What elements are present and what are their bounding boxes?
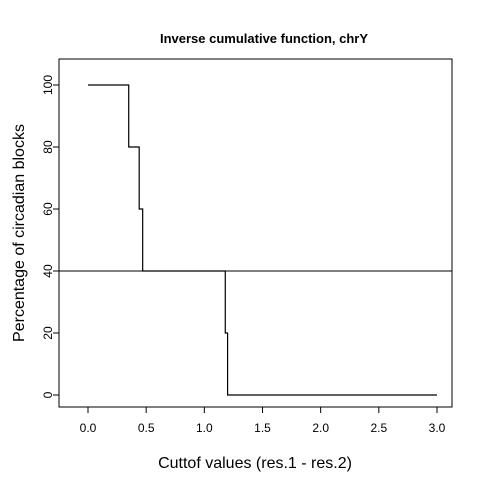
x-tick-label: 0.0: [80, 421, 97, 435]
y-tick-label: 100: [41, 75, 55, 95]
x-tick-label: 1.0: [196, 421, 213, 435]
y-tick-label: 60: [41, 202, 55, 216]
x-tick-label: 2.5: [370, 421, 387, 435]
y-tick-label: 0: [41, 391, 55, 398]
x-tick-label: 3.0: [429, 421, 446, 435]
series-layer: [88, 84, 437, 396]
x-axis-label: Cuttof values (res.1 - res.2): [158, 455, 352, 472]
chart-title: Inverse cumulative function, chrY: [160, 31, 368, 46]
x-tick-label: 0.5: [138, 421, 155, 435]
y-tick-label: 20: [41, 326, 55, 340]
y-tick-label: 80: [41, 140, 55, 154]
x-tick-label: 1.5: [254, 421, 271, 435]
x-axis: 0.0 0.5 1.0 1.5 2.0 2.5 3.0: [80, 406, 446, 435]
series-0-step-line: [88, 84, 437, 396]
y-tick-label: 40: [41, 264, 55, 278]
plot-frame: [58, 58, 453, 408]
x-tick-label: 2.0: [312, 421, 329, 435]
y-axis-label: Percentage of circadian blocks: [11, 124, 28, 342]
y-axis: 0 20 40 60 80 100: [41, 75, 60, 398]
